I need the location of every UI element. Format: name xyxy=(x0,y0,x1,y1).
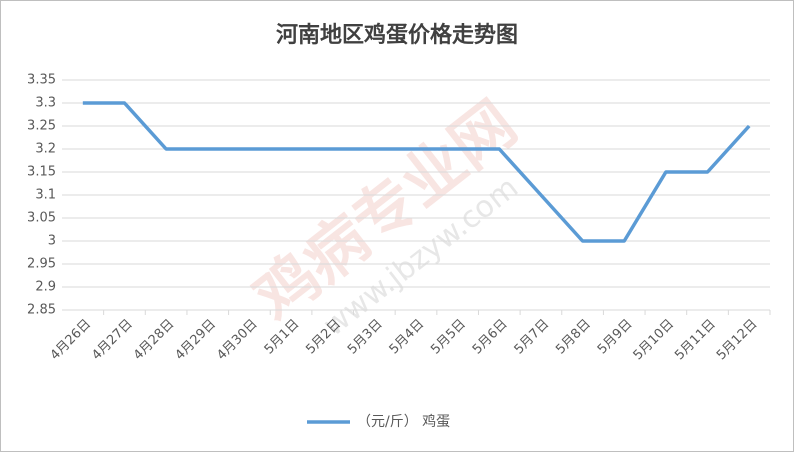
y-tick-label: 3.15 xyxy=(27,165,56,180)
y-tick-label: 3 xyxy=(48,234,56,249)
legend-label: （元/斤） 鸡蛋 xyxy=(357,413,450,430)
y-tick-label: 2.85 xyxy=(27,303,56,318)
y-tick-label: 3.35 xyxy=(27,73,56,88)
chart-title: 河南地区鸡蛋价格走势图 xyxy=(276,22,518,48)
line-series xyxy=(82,101,751,243)
y-tick-label: 3.3 xyxy=(35,96,56,111)
y-tick-label: 3.05 xyxy=(27,211,56,226)
y-tick-label: 3.25 xyxy=(27,119,56,134)
y-tick-label: 3.1 xyxy=(35,188,56,203)
y-tick-label: 3.2 xyxy=(35,142,56,157)
y-tick-label: 2.9 xyxy=(35,280,56,295)
y-tick-label: 2.95 xyxy=(27,257,56,272)
